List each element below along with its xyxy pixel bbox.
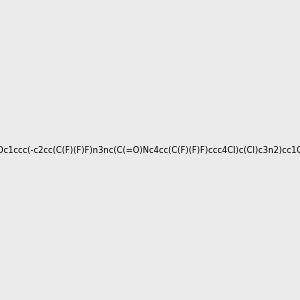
Text: COc1ccc(-c2cc(C(F)(F)F)n3nc(C(=O)Nc4cc(C(F)(F)F)ccc4Cl)c(Cl)c3n2)cc1OC: COc1ccc(-c2cc(C(F)(F)F)n3nc(C(=O)Nc4cc(C… — [0, 146, 300, 154]
